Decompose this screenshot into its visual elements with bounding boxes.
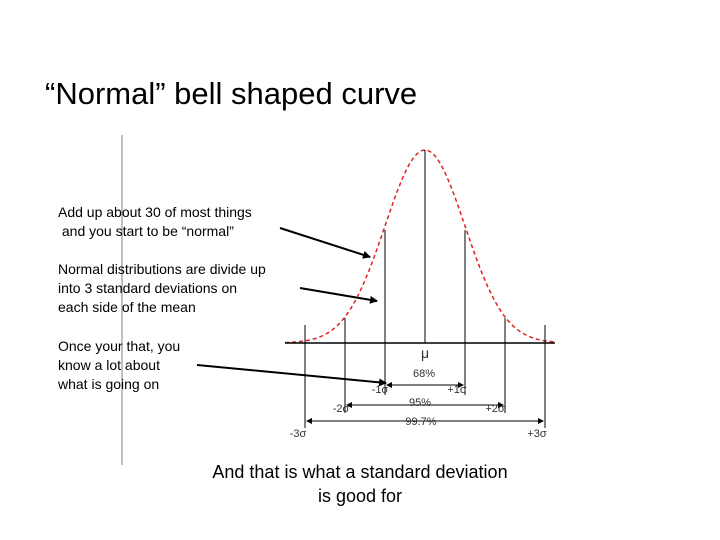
- note-line: each side of the mean: [58, 299, 196, 315]
- sigma-label: -3σ: [290, 428, 307, 440]
- mean-label: μ: [421, 345, 429, 361]
- caption-line: And that is what a standard deviation: [212, 462, 507, 482]
- range-label: 68%: [413, 368, 435, 380]
- arrow: [279, 227, 371, 259]
- note-line: Add up about 30 of most things: [58, 204, 252, 220]
- sigma-label: +2σ: [485, 403, 505, 415]
- caption-line: is good for: [318, 486, 402, 506]
- range-label: 95%: [409, 397, 431, 409]
- arrow: [196, 364, 387, 387]
- sigma-label: +1σ: [447, 384, 467, 396]
- bell-diagram: μ 68% -1σ +1σ -2σ 95% +2σ 99.7% -3σ +3σ: [284, 149, 556, 440]
- note-line: into 3 standard deviations on: [58, 280, 237, 296]
- sigma-label: -1σ: [372, 384, 389, 396]
- sigma-lines: [304, 150, 546, 428]
- arrow: [299, 287, 378, 304]
- note-line: know a lot about: [58, 357, 160, 373]
- sigma-label: -2σ: [333, 403, 350, 415]
- bell-curve: [284, 149, 556, 344]
- note-line: what is going on: [57, 376, 159, 392]
- note-line: Once your that, you: [58, 338, 180, 354]
- note-line: and you start to be “normal”: [58, 223, 234, 239]
- notes: Add up about 30 of most things and you s…: [57, 204, 266, 392]
- range-label: 99.7%: [405, 416, 436, 428]
- sigma-label: +3σ: [527, 428, 547, 440]
- note-line: Normal distributions are divide up: [58, 261, 266, 277]
- title: “Normal” bell shaped curve: [45, 76, 417, 111]
- pointer-arrows: [196, 227, 387, 387]
